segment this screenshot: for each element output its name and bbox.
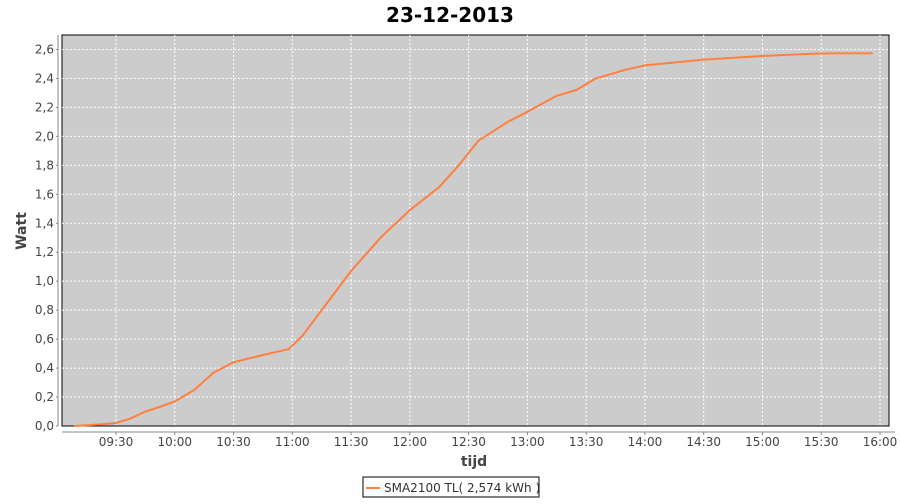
data-point [287,348,290,351]
x-tick-label: 10:30 [216,435,251,449]
x-axis: 09:30 10:00 10:30 11:00 11:30 12:00 12:30 13:00… [62,431,898,449]
y-tick-label: 1,2 [35,245,54,259]
x-tick-label: 11:30 [334,435,369,449]
data-point [128,417,131,420]
x-tick-label: 15:00 [745,435,780,449]
data-point [575,89,578,91]
y-tick-label: 2,6 [35,42,54,56]
data-point [871,52,873,55]
y-tick-label: 2,2 [35,100,54,114]
plot-area [61,34,890,427]
legend-label: SMA2100 TL( 2,574 kWh ) [384,481,540,495]
y-tick-label: 0,6 [35,332,54,346]
data-point [702,58,705,61]
x-tick-label: 12:30 [451,435,486,449]
x-tick-label: 09:30 [99,435,134,449]
data-point [320,309,323,311]
y-tick-label: 0,2 [35,390,54,404]
x-tick-label: 14:30 [686,435,721,449]
data-point [624,68,627,71]
data-point [555,95,558,97]
data-point [379,236,382,239]
y-tick-label: 0,0 [35,419,54,433]
data-point [213,371,215,374]
y-tick-label: 1,8 [35,158,54,172]
data-point [232,361,235,364]
data-point [301,335,303,338]
data-point [262,354,264,356]
y-axis: 0,0 0,2 0,4 0,6 0,8 1,0 1,2 1,4 1,6 1,8 2,0 2,2 2,4 2… [35,35,59,433]
y-tick-label: 1,0 [35,274,54,288]
data-point [477,139,480,142]
data-point [409,209,411,212]
x-tick-label: 15:30 [804,435,839,449]
x-tick-label: 11:00 [275,435,310,449]
data-point [144,410,147,413]
x-tick-label: 13:00 [510,435,545,449]
x-tick-label: 12:00 [393,435,428,449]
y-tick-label: 1,4 [35,216,54,230]
x-tick-label: 14:00 [628,435,663,449]
data-point [438,186,441,188]
y-tick-label: 2,0 [35,129,54,143]
data-point [158,406,160,408]
data-point [526,110,529,113]
x-tick-label: 16:00 [863,435,898,449]
y-tick-label: 0,4 [35,361,54,375]
chart-title: 23-12-2013 [386,3,514,27]
data-point [458,164,460,167]
data-point [115,422,117,424]
gridlines [62,35,889,426]
data-point [761,55,764,57]
legend: SMA2100 TL( 2,574 kWh ) [362,476,540,498]
data-point [193,388,196,391]
x-tick-label: 10:00 [157,435,192,449]
data-point [595,77,597,80]
data-point [95,423,98,426]
data-point [350,270,352,272]
x-axis-label: tijd [461,454,487,470]
data-point [74,425,76,427]
data-point [644,64,646,67]
y-tick-label: 1,6 [35,187,54,201]
y-tick-label: 2,4 [35,71,54,85]
data-point [506,121,509,123]
legend-box [362,476,540,498]
series-lines [74,52,873,427]
y-tick-label: 0,8 [35,303,54,317]
x-tick-label: 13:30 [569,435,604,449]
data-point [820,52,823,55]
data-point [173,400,176,403]
y-axis-label: Watt [14,212,30,250]
